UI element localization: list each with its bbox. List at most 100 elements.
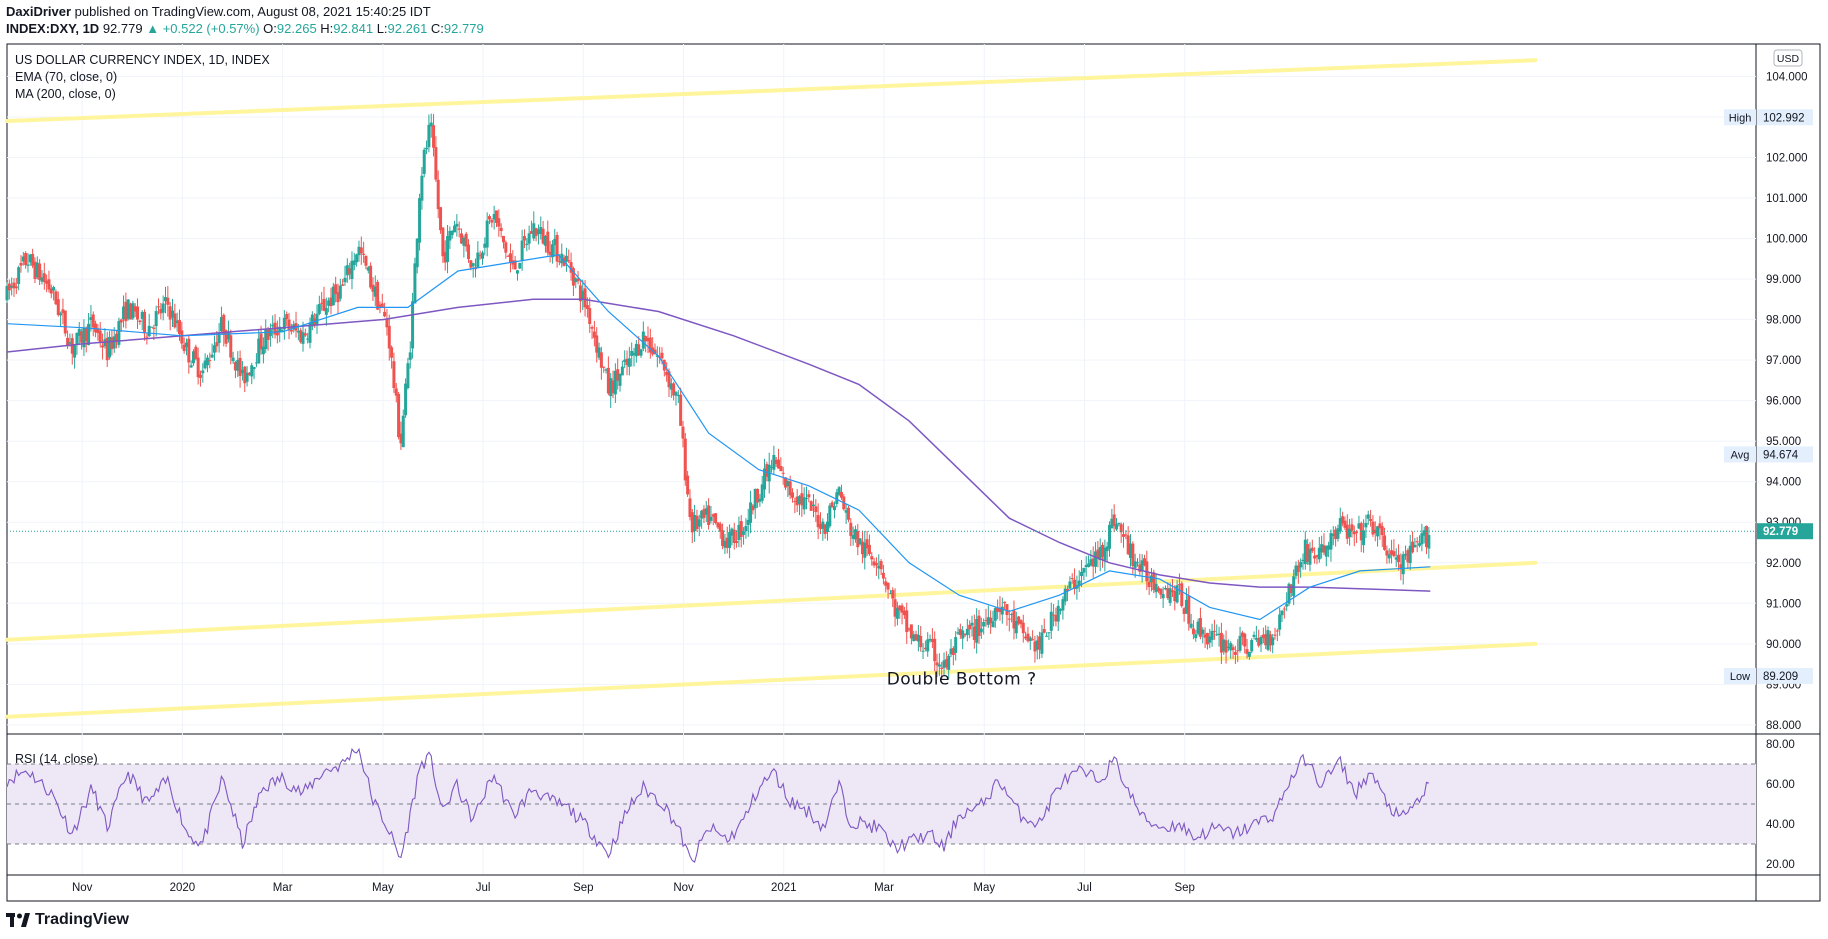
- candle-body: [31, 253, 35, 266]
- candle-body: [1422, 530, 1426, 536]
- candle-body: [1392, 551, 1396, 557]
- candle-body: [40, 277, 44, 282]
- candle-body: [271, 324, 275, 327]
- candle-body: [909, 624, 913, 639]
- candle-body: [1115, 524, 1119, 530]
- candle-body: [515, 270, 519, 274]
- candle-body: [56, 299, 60, 315]
- candle-body: [1184, 599, 1188, 614]
- candle-body: [383, 311, 387, 317]
- candle-body: [723, 540, 727, 548]
- candle-body: [1301, 559, 1305, 562]
- candle-body: [590, 327, 594, 329]
- ma-legend[interactable]: MA (200, close, 0): [15, 87, 116, 101]
- high-badge-bg: [1757, 109, 1813, 126]
- candle-body: [212, 345, 216, 353]
- candle-body: [1294, 565, 1298, 576]
- candle-body: [1252, 634, 1256, 637]
- candle-body: [730, 528, 734, 536]
- candle-body: [977, 615, 981, 636]
- candle-body: [296, 330, 300, 333]
- candle-body: [760, 484, 764, 501]
- candle-body: [70, 338, 74, 354]
- candle-body: [173, 313, 177, 328]
- candle-body: [45, 280, 49, 284]
- candle-body: [872, 561, 876, 566]
- candle-body: [1091, 558, 1095, 567]
- candle-body: [1122, 534, 1126, 537]
- candle-body: [1063, 588, 1067, 602]
- candle-body: [429, 122, 433, 127]
- chart-title[interactable]: US DOLLAR CURRENCY INDEX, 1D, INDEX: [15, 53, 270, 67]
- candle-body: [1348, 528, 1352, 538]
- candle-body: [1324, 545, 1328, 557]
- candle-body: [1175, 585, 1179, 603]
- candle-body: [765, 464, 769, 477]
- candle-body: [816, 515, 820, 528]
- close-value: 92.779: [443, 21, 484, 36]
- candle-body: [751, 505, 755, 511]
- candle-body: [961, 630, 965, 639]
- candle-body: [1003, 601, 1007, 604]
- rsi-legend[interactable]: RSI (14, close): [15, 752, 98, 766]
- currency-badge[interactable]: [1773, 49, 1803, 67]
- candle-body: [341, 284, 345, 286]
- candle-body: [1336, 528, 1340, 539]
- candle-body: [94, 323, 98, 333]
- candle-body: [688, 498, 692, 518]
- candle-body: [222, 314, 226, 335]
- channel-trendline[interactable]: [5, 560, 1538, 642]
- candle-body: [164, 297, 168, 302]
- candle-body: [1156, 587, 1160, 592]
- candle-body: [201, 370, 205, 374]
- candle-body: [620, 366, 624, 376]
- candle-body: [634, 343, 638, 357]
- candle-body: [240, 369, 244, 374]
- publish-info: DaxiDriver published on TradingView.com,…: [6, 4, 431, 20]
- candle-body: [667, 371, 671, 388]
- candle-body: [756, 488, 760, 503]
- symbol-label: INDEX:DXY, 1D: [6, 21, 100, 36]
- candle-body: [287, 319, 291, 331]
- candle-body: [320, 302, 324, 304]
- candle-body: [1280, 610, 1284, 616]
- author-name[interactable]: DaxiDriver: [6, 4, 72, 19]
- candle-body: [38, 263, 42, 280]
- low-label: Low: [1730, 671, 1750, 683]
- ema-70-line[interactable]: [6, 254, 1431, 621]
- candle-body: [788, 481, 792, 496]
- candle-body: [52, 287, 56, 291]
- candle-body: [1271, 637, 1275, 646]
- time-tick-label: Nov: [72, 882, 93, 894]
- channel-trendline[interactable]: [5, 641, 1538, 719]
- candle-body: [119, 319, 123, 323]
- candle-body: [1084, 564, 1088, 568]
- candle-body: [611, 380, 615, 394]
- candle-body: [21, 256, 25, 262]
- candle-body: [795, 496, 799, 506]
- candle-body: [154, 311, 158, 327]
- candle-body: [1059, 609, 1063, 611]
- channel-trendline[interactable]: [5, 58, 1538, 124]
- candle-body: [77, 328, 81, 336]
- candle-body: [406, 363, 410, 388]
- price-tick-label: 90.000: [1766, 639, 1801, 651]
- high-value: 92.841: [333, 21, 374, 36]
- avg-label: Avg: [1731, 449, 1750, 461]
- price-tick-label: 94.000: [1766, 477, 1801, 489]
- ma-200-line[interactable]: [6, 298, 1431, 592]
- candle-body: [674, 392, 678, 396]
- candle-body: [257, 338, 261, 364]
- price-tick-label: 102.000: [1766, 152, 1808, 164]
- candle-body: [982, 622, 986, 627]
- rsi-line[interactable]: [6, 747, 1430, 863]
- candle-body: [336, 292, 340, 303]
- time-tick-label: 2020: [170, 882, 196, 894]
- ema-legend[interactable]: EMA (70, close, 0): [15, 70, 118, 84]
- candle-body: [979, 628, 983, 633]
- tradingview-logo[interactable]: TradingView: [6, 911, 129, 929]
- candle-body: [681, 426, 685, 439]
- candle-body: [627, 358, 631, 367]
- candle-body: [830, 502, 834, 508]
